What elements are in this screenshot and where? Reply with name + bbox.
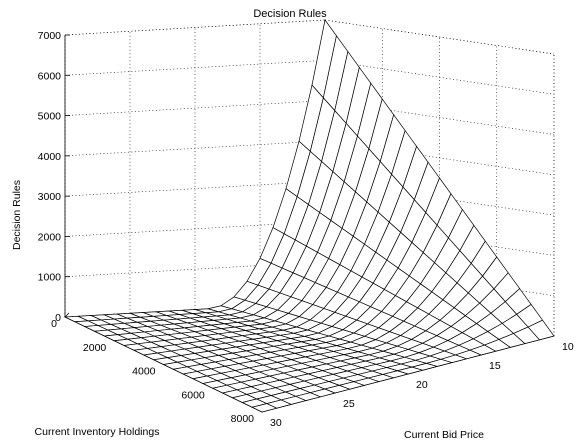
x-tick-label: 20: [416, 379, 428, 391]
x-tick-label: 25: [343, 398, 355, 410]
z-tick-label: 1000: [38, 272, 62, 284]
grid-line: [64, 19, 326, 36]
y-tick-label: 6000: [181, 389, 205, 401]
y-tick-label: 8000: [231, 413, 255, 425]
z-tick-label: 3000: [38, 191, 62, 203]
x-tick-label: 10: [562, 341, 574, 353]
grid-line: [64, 180, 326, 197]
z-axis-label: Decision Rules: [11, 180, 23, 250]
y-tick-label: 0: [51, 318, 57, 330]
surface-cell: [251, 403, 278, 413]
surface-mesh: [63, 19, 555, 413]
x-axis-label: Current Bid Price: [404, 429, 484, 441]
chart-title: Decision Rules: [253, 8, 327, 20]
z-tick-label: 7000: [38, 30, 62, 42]
y-tick: [64, 312, 70, 318]
z-tick-label: 0: [55, 312, 61, 324]
tick-labels: 0 1000 2000 3000 4000 5000 6000 7000 0 2000 4000 60…: [38, 30, 574, 429]
y-axis-label: Current Inventory Holdings: [35, 426, 160, 438]
z-tick-label: 5000: [38, 111, 62, 123]
x-tick-label: 30: [270, 417, 282, 429]
z-tick-label: 2000: [38, 231, 62, 243]
y-tick-label: 2000: [83, 342, 107, 354]
x-tick-label: 15: [489, 360, 501, 372]
grid-line: [64, 100, 326, 116]
grid-line: [324, 19, 555, 55]
z-tick-label: 6000: [38, 70, 62, 82]
y-tick-label: 4000: [132, 366, 156, 378]
z-tick-label: 4000: [38, 151, 62, 163]
